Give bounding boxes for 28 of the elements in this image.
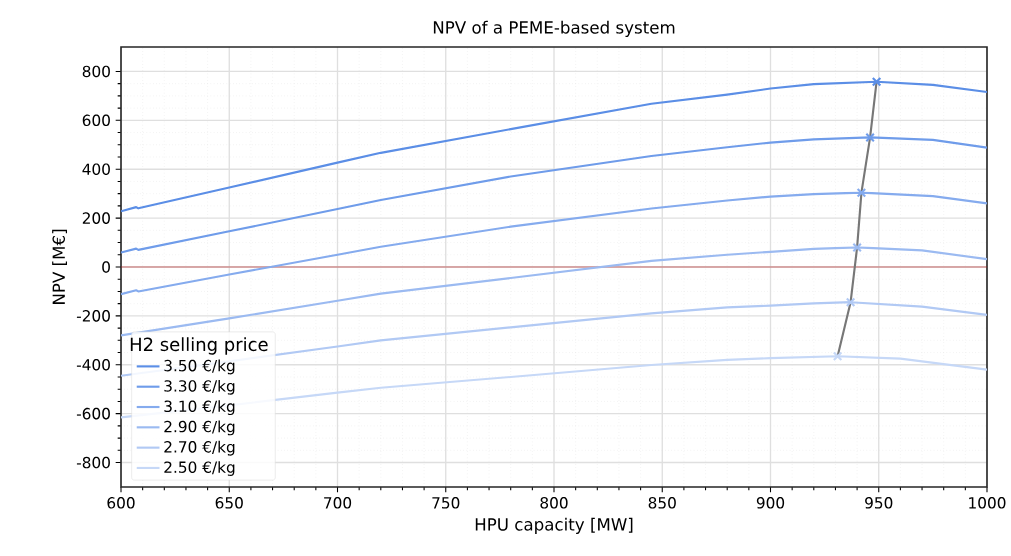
- legend-label: 2.90 €/kg: [164, 420, 235, 436]
- x-tick-label: 900: [756, 497, 785, 509]
- y-axis-title: NPV [M€]: [52, 229, 68, 304]
- x-tick-label: 700: [324, 497, 352, 509]
- y-tick-label: 200: [82, 212, 110, 224]
- legend-label: 2.70 €/kg: [164, 440, 235, 456]
- x-tick-label: 850: [648, 497, 676, 509]
- y-tick-label: 600: [82, 114, 110, 127]
- y-tick-label: 0: [102, 261, 110, 273]
- x-tick-label: 600: [107, 497, 135, 509]
- y-tick-label: 400: [82, 163, 110, 175]
- x-axis-title: HPU capacity [MW]: [475, 517, 633, 534]
- legend-label: 3.50 €/kg: [164, 359, 235, 375]
- legend-label: 3.30 €/kg: [164, 379, 235, 395]
- x-tick-label: 950: [865, 497, 893, 509]
- chart-title: NPV of a PEME-based system: [433, 20, 675, 37]
- y-tick-label: -200: [76, 310, 110, 322]
- x-tick-label: 1000: [969, 497, 1006, 509]
- legend-label: 2.50 €/kg: [164, 461, 235, 476]
- x-tick-label: 750: [432, 497, 460, 509]
- legend-title: H2 selling price: [130, 337, 268, 355]
- y-tick-label: -600: [76, 407, 110, 420]
- y-tick-label: -800: [76, 456, 110, 469]
- legend-label: 3.10 €/kg: [164, 400, 235, 416]
- y-tick-label: -400: [76, 358, 110, 371]
- y-tick-label: 800: [82, 65, 110, 78]
- x-tick-label: 800: [540, 497, 568, 509]
- x-tick-label: 650: [215, 497, 243, 509]
